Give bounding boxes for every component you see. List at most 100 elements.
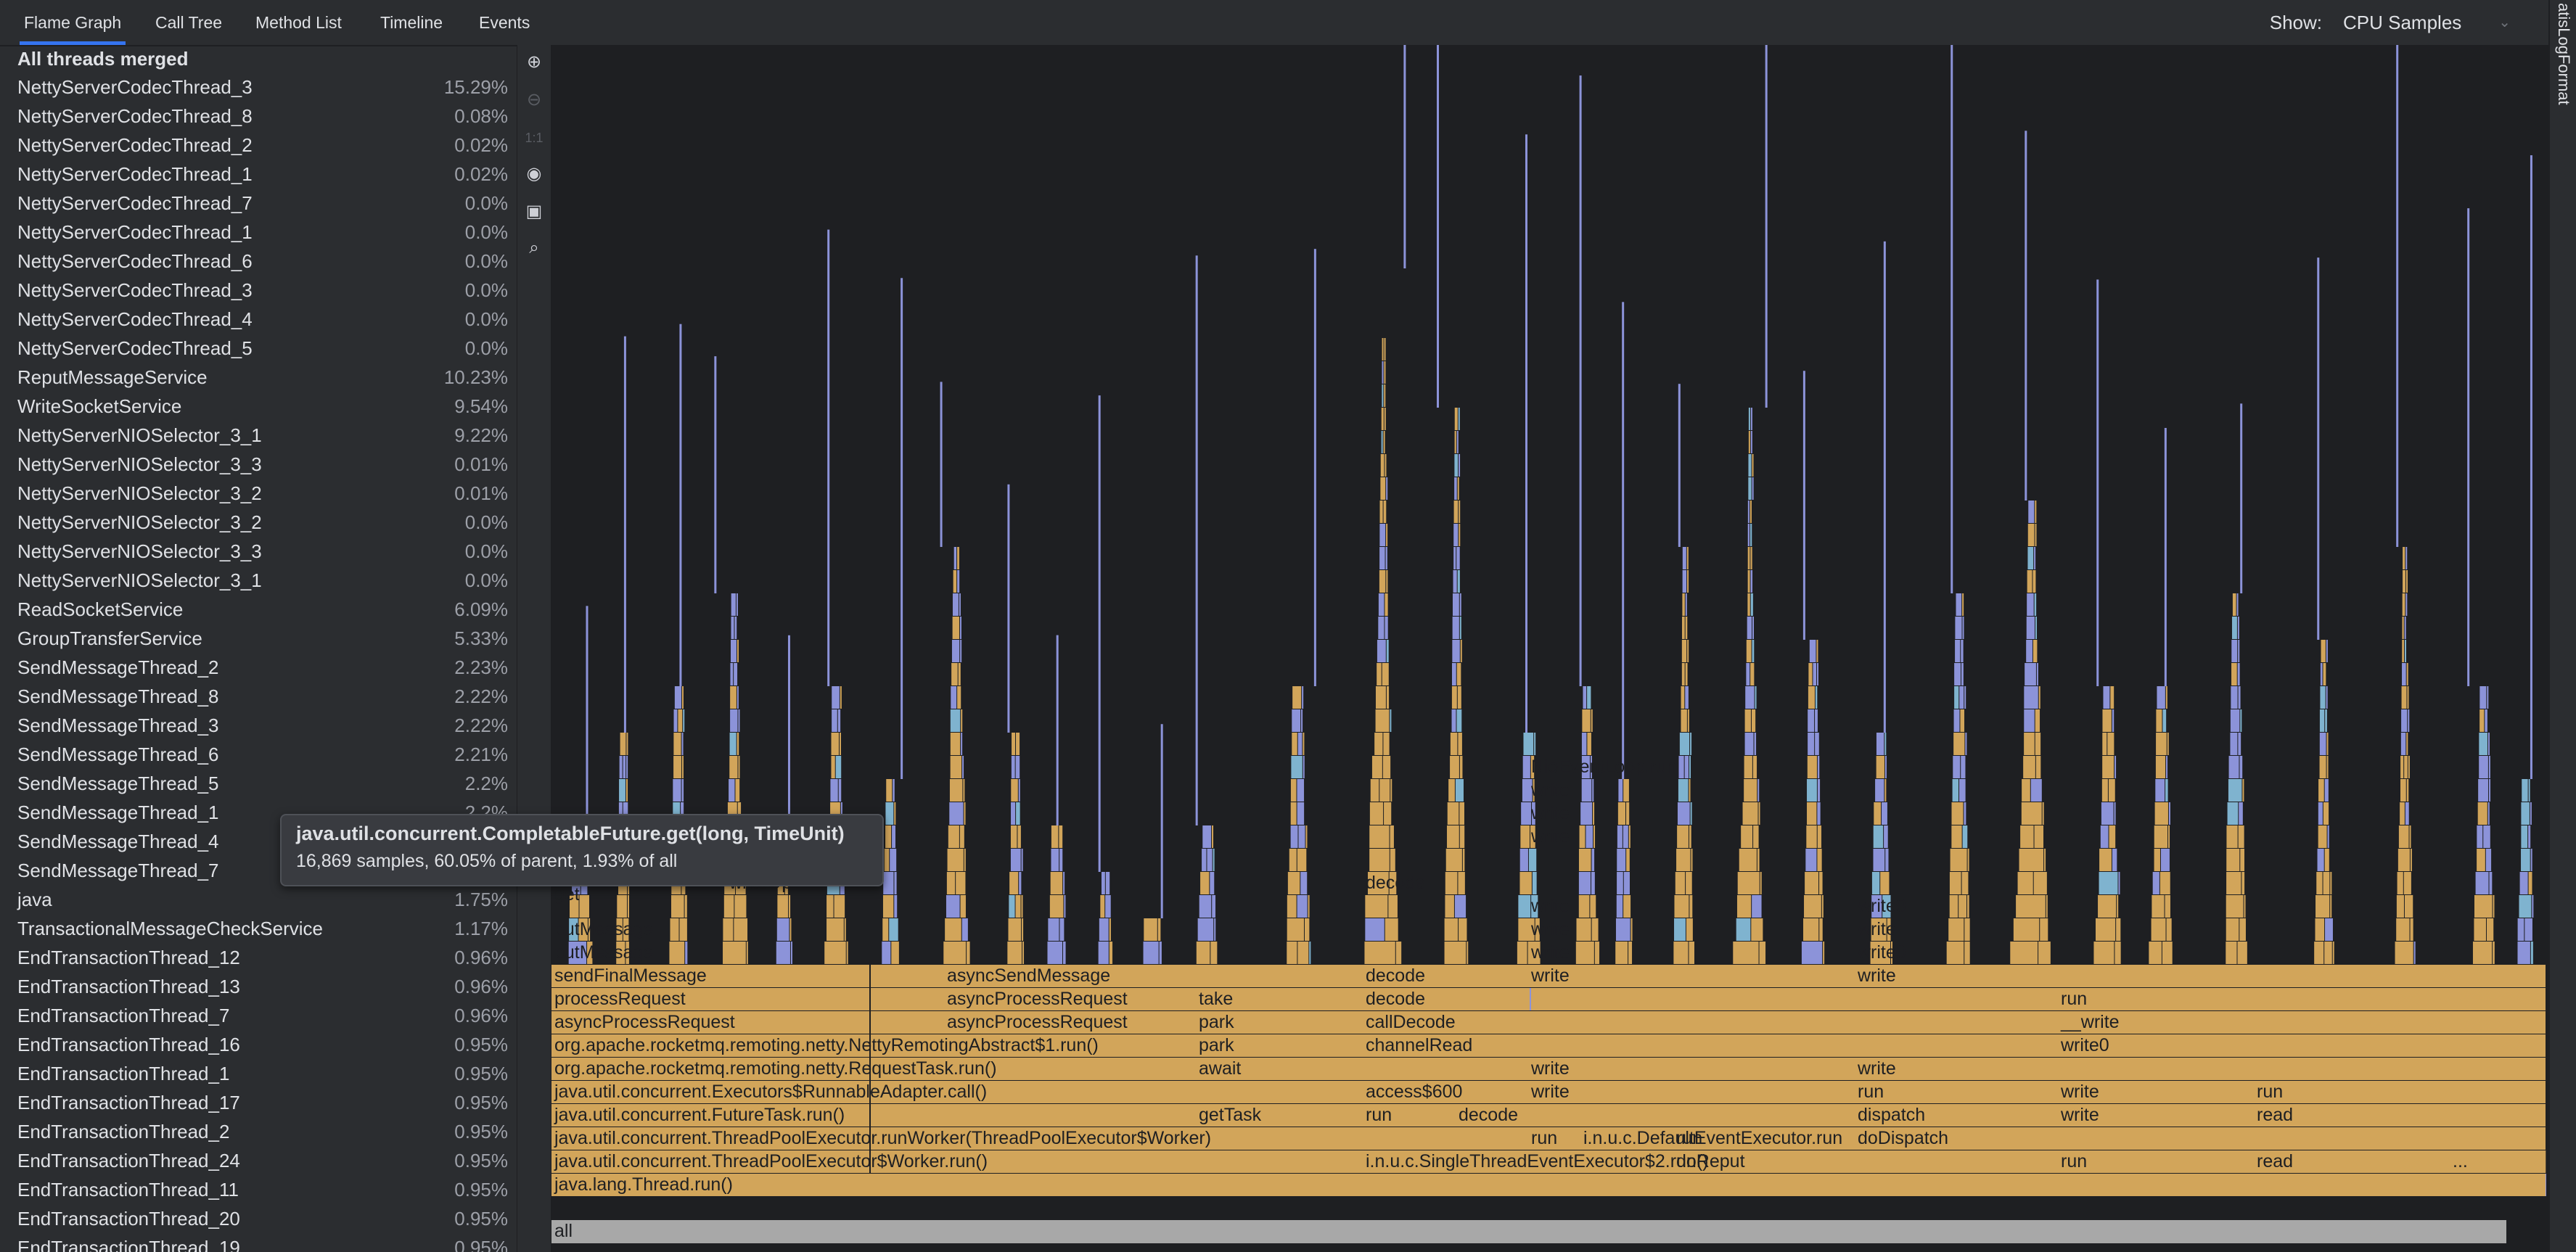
flame-frame[interactable] xyxy=(673,709,678,732)
flame-frame[interactable] xyxy=(846,942,848,964)
flame-frame[interactable] xyxy=(1313,249,1316,686)
flame-frame[interactable] xyxy=(1160,724,1163,918)
flame-frame[interactable] xyxy=(1531,1174,2546,1196)
flame-frame[interactable] xyxy=(1144,918,1157,941)
flame-frame[interactable] xyxy=(1755,686,1757,709)
flame-frame[interactable] xyxy=(2040,918,2048,941)
flame-frame[interactable] xyxy=(1382,338,1384,361)
flame-frame[interactable] xyxy=(950,733,961,755)
flame-frame[interactable] xyxy=(1525,134,1528,733)
flame-frame[interactable] xyxy=(1450,733,1458,755)
flame-frame[interactable] xyxy=(1874,802,1882,825)
flame-frame[interactable] xyxy=(2035,756,2041,778)
flame-frame[interactable] xyxy=(1960,709,1965,732)
flame-frame[interactable] xyxy=(1685,617,1688,639)
flame-frame[interactable] xyxy=(2028,501,2035,523)
flame-frame[interactable] xyxy=(551,1081,869,1103)
flame-frame[interactable] xyxy=(625,942,629,964)
flame-frame[interactable] xyxy=(2479,686,2487,709)
flame-frame[interactable] xyxy=(1591,849,1595,871)
flame-frame[interactable] xyxy=(832,709,837,732)
thread-row[interactable]: SendMessageThread_5 2.2% xyxy=(0,769,517,798)
flame-frame[interactable] xyxy=(1962,593,1964,616)
flame-frame[interactable] xyxy=(671,895,684,918)
flame-frame[interactable] xyxy=(1760,872,1762,894)
flame-frame[interactable] xyxy=(1579,825,1586,848)
flame-frame[interactable] xyxy=(1615,942,1628,964)
flame-frame[interactable] xyxy=(1617,802,1626,825)
flame-frame[interactable] xyxy=(1297,779,1305,802)
flame-frame[interactable] xyxy=(683,709,685,732)
flame-frame[interactable] xyxy=(569,895,579,918)
zoom-out-icon[interactable]: ⊖ xyxy=(526,90,542,110)
flame-frame[interactable] xyxy=(1384,802,1392,825)
flame-frame[interactable] xyxy=(1817,779,1821,802)
flame-frame[interactable] xyxy=(1008,918,1022,941)
flame-frame[interactable] xyxy=(1369,849,1390,871)
flame-frame[interactable] xyxy=(586,606,588,872)
flame-frame[interactable] xyxy=(2317,258,2320,640)
flame-frame[interactable] xyxy=(623,336,626,733)
flame-frame[interactable] xyxy=(2027,547,2034,569)
flame-frame[interactable] xyxy=(1871,872,1880,894)
flame-frame[interactable] xyxy=(1301,709,1303,732)
flame-frame[interactable] xyxy=(1531,1104,2546,1127)
flame-frame[interactable] xyxy=(1691,849,1693,871)
flame-frame[interactable] xyxy=(1385,454,1387,477)
flame-frame[interactable] xyxy=(1528,849,1537,871)
flame-frame[interactable] xyxy=(1380,454,1385,477)
flame-frame[interactable] xyxy=(2410,849,2412,871)
thread-row[interactable]: ReputMessageService 10.23% xyxy=(0,363,517,392)
flame-frame[interactable] xyxy=(1015,756,1020,778)
flame-frame[interactable] xyxy=(1967,849,1969,871)
flame-frame[interactable] xyxy=(1531,965,2546,987)
flame-frame[interactable] xyxy=(678,709,683,732)
flame-frame-root[interactable] xyxy=(551,1220,2506,1243)
flame-frame[interactable] xyxy=(569,918,578,941)
flame-frame[interactable] xyxy=(2027,593,2034,616)
flame-frame[interactable] xyxy=(2025,663,2036,685)
flame-frame[interactable] xyxy=(1622,302,1625,780)
flame-frame[interactable] xyxy=(951,640,960,662)
flame-frame[interactable] xyxy=(883,872,894,894)
flame-frame[interactable] xyxy=(2024,709,2035,732)
flame-frame[interactable] xyxy=(2400,733,2406,755)
flame-frame[interactable] xyxy=(1064,895,1066,918)
flame-frame[interactable] xyxy=(730,709,738,732)
flame-frame[interactable] xyxy=(1143,942,1159,964)
flame-frame[interactable] xyxy=(1750,431,1752,453)
flame-frame[interactable] xyxy=(964,849,966,871)
flame-frame[interactable] xyxy=(1383,501,1387,523)
flame-frame[interactable] xyxy=(1951,802,1964,825)
flame-frame[interactable] xyxy=(1808,663,1813,685)
flame-frame[interactable] xyxy=(871,1011,1530,1034)
flame-frame[interactable] xyxy=(1521,802,1532,825)
flame-frame[interactable] xyxy=(2096,279,2099,687)
flame-frame[interactable] xyxy=(2030,779,2042,802)
flame-frame[interactable] xyxy=(1403,45,1406,268)
flame-frame[interactable] xyxy=(1213,849,1215,871)
flame-frame[interactable] xyxy=(957,686,961,709)
thread-row[interactable]: EndTransactionThread_1 0.95% xyxy=(0,1059,517,1088)
flame-frame[interactable] xyxy=(1623,825,1628,848)
flame-frame[interactable] xyxy=(889,918,898,941)
flame-frame[interactable] xyxy=(729,756,738,778)
flame-frame[interactable] xyxy=(1009,872,1019,894)
flame-frame[interactable] xyxy=(1460,640,1462,662)
tab-events[interactable]: Events xyxy=(479,13,530,32)
flame-frame[interactable] xyxy=(1459,918,1467,941)
flame-frame[interactable] xyxy=(2232,593,2236,616)
flame-frame[interactable] xyxy=(1752,454,1754,477)
flame-frame[interactable] xyxy=(1105,872,1110,894)
flame-frame[interactable] xyxy=(1805,849,1817,871)
flame-frame[interactable] xyxy=(2102,709,2112,732)
thread-row[interactable]: NettyServerCodecThread_1 0.0% xyxy=(0,218,517,247)
flame-frame[interactable] xyxy=(2227,802,2239,825)
flame-frame[interactable] xyxy=(2024,733,2035,755)
flame-frame[interactable] xyxy=(2241,872,2245,894)
flame-frame[interactable] xyxy=(1884,756,1887,778)
flame-frame[interactable] xyxy=(837,709,841,732)
flame-frame[interactable] xyxy=(2493,942,2495,964)
flame-frame[interactable] xyxy=(2166,756,2168,778)
flame-frame[interactable] xyxy=(1675,872,1686,894)
